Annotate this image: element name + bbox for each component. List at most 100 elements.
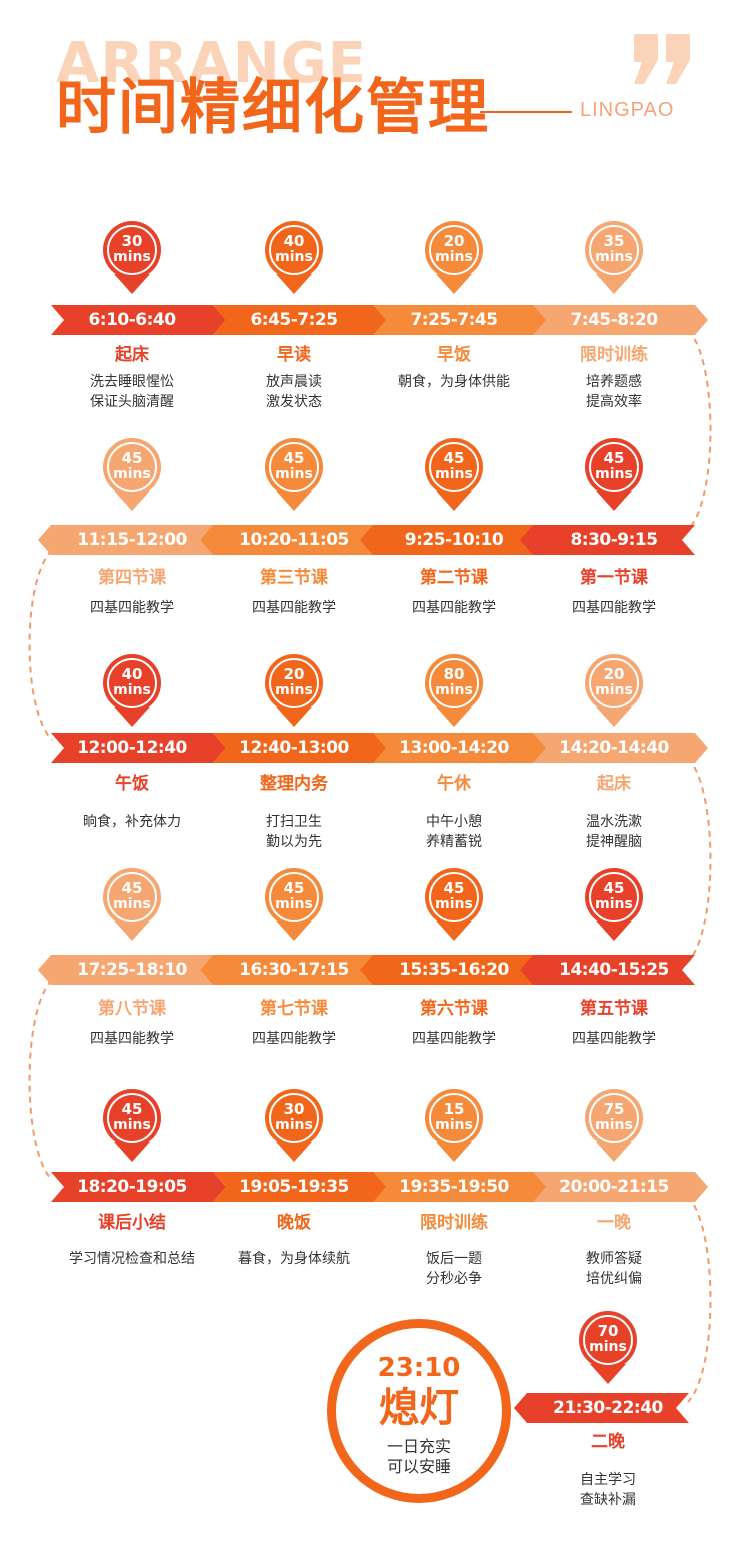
duration-minutes: 80 bbox=[443, 665, 465, 683]
duration-minutes: 40 bbox=[283, 232, 305, 250]
duration-unit: mins bbox=[435, 249, 473, 265]
duration-minutes: 15 bbox=[443, 1100, 465, 1118]
duration-pin-0-0-ring bbox=[107, 225, 157, 275]
duration-pin-1-2-ring bbox=[429, 442, 479, 492]
activity-desc-4-0-0: 学习情况检查和总结 bbox=[69, 1251, 195, 1267]
duration-pin-3-2-ring bbox=[429, 872, 479, 922]
time-range-1-3: 8:30-9:15 bbox=[570, 530, 658, 550]
duration-pin-0-1-tip bbox=[276, 274, 312, 294]
time-range-4-2: 19:35-19:50 bbox=[399, 1177, 509, 1197]
duration-unit: mins bbox=[595, 682, 633, 698]
duration-unit: mins bbox=[275, 466, 313, 482]
activity-desc-0-0-1: 保证头脑清醒 bbox=[90, 394, 174, 410]
time-range-5-0: 21:30-22:40 bbox=[553, 1398, 663, 1418]
activity-name-1-1: 第三节课 bbox=[260, 568, 328, 588]
time-band-4-1 bbox=[213, 1172, 388, 1202]
time-band-3-0 bbox=[38, 955, 213, 985]
time-range-0-2: 7:25-7:45 bbox=[410, 310, 498, 330]
duration-pin-4-2 bbox=[425, 1089, 483, 1147]
activity-desc-4-2-0: 饭后一题 bbox=[426, 1251, 482, 1267]
activity-name-2-1: 整理内务 bbox=[260, 774, 328, 794]
duration-label-3-0: 45 mins bbox=[97, 880, 167, 912]
time-range-0-3: 7:45-8:20 bbox=[570, 310, 658, 330]
duration-pin-2-1-tip bbox=[276, 707, 312, 727]
lights-out-desc-1: 一日充实 bbox=[386, 1437, 451, 1456]
duration-pin-0-3-ring bbox=[589, 225, 639, 275]
activity-desc-2-1-0: 打扫卫生 bbox=[266, 814, 322, 830]
duration-pin-0-3 bbox=[585, 221, 643, 279]
time-band-3-1 bbox=[200, 955, 375, 985]
time-band-5-0 bbox=[514, 1393, 689, 1423]
duration-pin-1-3-ring bbox=[589, 442, 639, 492]
activity-desc-5-0-1: 查缺补漏 bbox=[580, 1492, 636, 1508]
duration-label-0-2: 20 mins bbox=[419, 233, 489, 265]
duration-pin-3-0-ring bbox=[107, 872, 157, 922]
duration-pin-4-0 bbox=[103, 1089, 161, 1147]
lights-out-time: 23:10 bbox=[377, 1353, 461, 1383]
duration-pin-3-3-tip bbox=[596, 921, 632, 941]
activity-name-4-3: 一晚 bbox=[597, 1213, 631, 1233]
duration-pin-5-0-tip bbox=[590, 1364, 626, 1384]
duration-pin-1-1-ring bbox=[269, 442, 319, 492]
duration-label-0-1: 40 mins bbox=[259, 233, 329, 265]
duration-pin-4-2-ring bbox=[429, 1093, 479, 1143]
connector-4 bbox=[28, 979, 53, 1181]
activity-name-2-2: 午休 bbox=[437, 774, 471, 794]
time-range-1-1: 10:20-11:05 bbox=[239, 530, 349, 550]
duration-minutes: 45 bbox=[603, 449, 625, 467]
time-range-4-1: 19:05-19:35 bbox=[239, 1177, 349, 1197]
duration-pin-2-1 bbox=[265, 654, 323, 712]
duration-pin-2-0 bbox=[103, 654, 161, 712]
time-band-4-3 bbox=[533, 1172, 708, 1202]
duration-minutes: 40 bbox=[121, 665, 143, 683]
duration-pin-1-0-tip bbox=[114, 491, 150, 511]
activity-desc-2-2-1: 养精蓄锐 bbox=[426, 834, 482, 850]
duration-pin-2-1-ring bbox=[269, 658, 319, 708]
duration-label-1-2: 45 mins bbox=[419, 450, 489, 482]
time-range-2-1: 12:40-13:00 bbox=[239, 738, 349, 758]
duration-pin-1-1-tip bbox=[276, 491, 312, 511]
duration-pin-1-3-tip bbox=[596, 491, 632, 511]
duration-label-3-3: 45 mins bbox=[579, 880, 649, 912]
activity-desc-1-1-0: 四基四能教学 bbox=[252, 600, 336, 616]
duration-unit: mins bbox=[435, 1117, 473, 1133]
time-band-1-3 bbox=[520, 525, 695, 555]
time-band-2-2 bbox=[373, 733, 548, 763]
duration-label-2-2: 80 mins bbox=[419, 666, 489, 698]
time-band-4-0 bbox=[51, 1172, 226, 1202]
duration-pin-0-0-tip bbox=[114, 274, 150, 294]
activity-name-4-2: 限时训练 bbox=[420, 1213, 488, 1233]
time-band-1-0 bbox=[38, 525, 213, 555]
activity-desc-0-3-0: 培养题感 bbox=[586, 374, 642, 390]
duration-pin-4-1-tip bbox=[276, 1142, 312, 1162]
time-band-2-1 bbox=[213, 733, 388, 763]
activity-name-0-1: 早读 bbox=[277, 345, 311, 365]
duration-pin-5-0 bbox=[579, 1311, 637, 1369]
activity-name-4-1: 晚饭 bbox=[277, 1213, 311, 1233]
duration-pin-2-3-tip bbox=[596, 707, 632, 727]
lights-out-label: 熄灯 bbox=[379, 1385, 459, 1431]
activity-desc-3-2-0: 四基四能教学 bbox=[412, 1031, 496, 1047]
time-range-2-3: 14:20-14:40 bbox=[559, 738, 669, 758]
duration-unit: mins bbox=[595, 896, 633, 912]
duration-label-4-0: 45 mins bbox=[97, 1101, 167, 1133]
activity-desc-0-0-0: 洗去睡眼惺忪 bbox=[90, 374, 174, 390]
duration-pin-0-2 bbox=[425, 221, 483, 279]
duration-pin-0-1-ring bbox=[269, 225, 319, 275]
brand-label: LINGPAO bbox=[580, 99, 675, 121]
activity-name-0-3: 限时训练 bbox=[580, 345, 648, 365]
duration-label-0-3: 35 mins bbox=[579, 233, 649, 265]
time-range-3-0: 17:25-18:10 bbox=[77, 960, 187, 980]
duration-pin-0-2-tip bbox=[436, 274, 472, 294]
duration-unit: mins bbox=[275, 1117, 313, 1133]
time-range-4-0: 18:20-19:05 bbox=[77, 1177, 187, 1197]
header-bg-word: ARRANGE bbox=[56, 31, 368, 96]
duration-minutes: 45 bbox=[603, 879, 625, 897]
duration-minutes: 70 bbox=[597, 1322, 619, 1340]
time-band-3-2 bbox=[360, 955, 535, 985]
activity-desc-0-1-0: 放声晨读 bbox=[266, 374, 322, 390]
time-range-3-3: 14:40-15:25 bbox=[559, 960, 669, 980]
duration-unit: mins bbox=[113, 249, 151, 265]
activity-desc-2-2-0: 中午小憩 bbox=[426, 814, 482, 830]
